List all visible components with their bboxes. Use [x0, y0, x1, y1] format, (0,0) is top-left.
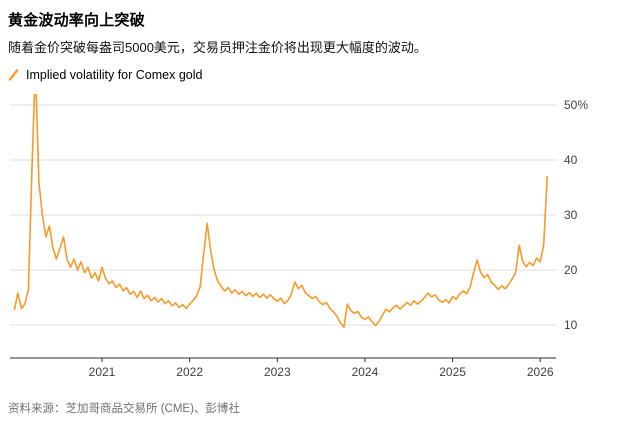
y-tick-label: 50%: [564, 98, 588, 112]
chart-title: 黄金波动率向上突破: [8, 12, 145, 29]
x-axis: 2021 2022 2023 2024 2025 2026: [10, 357, 556, 379]
y-tick-label: 10: [564, 318, 578, 332]
y-tick-label: 40: [564, 153, 578, 167]
source-note: 资料来源：芝加哥商品交易所 (CME)、彭博社: [8, 403, 240, 415]
legend-slash: [8, 69, 19, 81]
x-tick-label: 2025: [439, 365, 466, 379]
x-tick-label: 2026: [527, 365, 554, 379]
chart-subtitle: 随着金价突破每盎司5000美元，交易员押注金价将出现更大幅度的波动。: [8, 40, 427, 55]
legend-label: Implied volatility for Comex gold: [26, 68, 203, 82]
volatility-line-chart: 10 20 30 40 50% 2021 2022 2023 2024 2025 2026: [10, 94, 588, 379]
legend: Implied volatility for Comex gold: [8, 68, 624, 82]
x-tick-label: 2022: [176, 365, 203, 379]
line-swatch-icon: [8, 69, 20, 81]
x-tick-label: 2024: [352, 365, 379, 379]
y-tick-label: 20: [564, 263, 578, 277]
chart-area: 10 20 30 40 50% 2021 2022 2023 2024 2025 2026: [8, 86, 624, 391]
x-tick-label: 2021: [89, 365, 116, 379]
y-tick-label: 30: [564, 208, 578, 222]
chart-card: 黄金波动率向上突破 随着金价突破每盎司5000美元，交易员押注金价将出现更大幅度…: [8, 12, 624, 415]
gridlines: 10 20 30 40 50%: [10, 98, 588, 332]
x-tick-label: 2023: [264, 365, 291, 379]
implied-volatility-line: [13, 94, 549, 328]
